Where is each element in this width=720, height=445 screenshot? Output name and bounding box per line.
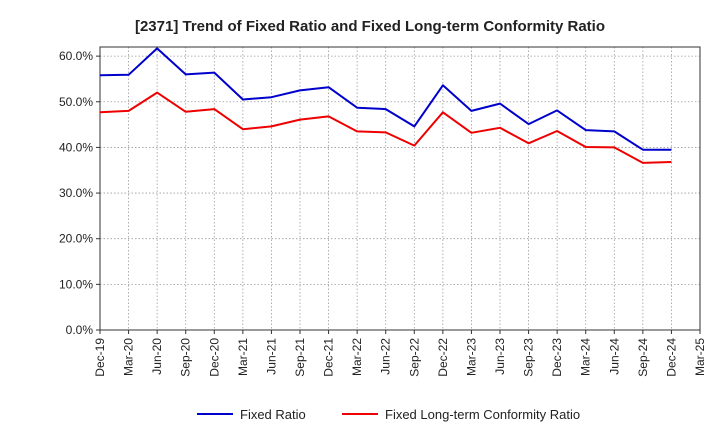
x-tick-label: Jun-23 (493, 338, 507, 375)
series-line-2 (99, 91, 672, 164)
y-tick-label: 60.0% (59, 49, 93, 63)
x-tick-label: Dec-21 (322, 338, 336, 377)
axes: 0.0% 10.0% 20.0% 30.0% 40.0% 50.0% 60.0% Dec-19… (59, 46, 707, 377)
y-tick-label: 0.0% (66, 323, 94, 337)
x-tick-label: Jun-24 (607, 338, 621, 375)
x-tick-label: Jun-20 (150, 338, 164, 375)
y-tick-label: 40.0% (59, 140, 93, 154)
x-tick-label: Dec-24 (664, 338, 678, 377)
x-tick-label: Sep-21 (293, 338, 307, 377)
y-tick-label: 30.0% (59, 186, 93, 200)
x-tick-label: Sep-22 (407, 338, 421, 377)
x-tick-label: Mar-25 (693, 338, 707, 376)
legend: Fixed Ratio Fixed Long-term Conformity Ra… (197, 407, 580, 422)
plot-frame (99, 46, 701, 331)
x-tick-label: Jun-22 (379, 338, 393, 375)
series-line-1 (99, 47, 672, 151)
legend-label: Fixed Ratio (240, 407, 306, 422)
x-tick-label: Sep-24 (636, 338, 650, 377)
y-tick-label: 50.0% (59, 95, 93, 109)
grid (99, 47, 701, 331)
x-tick-label: Jun-21 (264, 338, 278, 375)
x-tick-label: Dec-20 (207, 338, 221, 377)
y-tick-label: 20.0% (59, 232, 93, 246)
chart-title: [2371] Trend of Fixed Ratio and Fixed Lo… (135, 18, 605, 35)
x-tick-label: Sep-23 (522, 338, 536, 377)
x-tick-label: Mar-22 (350, 338, 364, 376)
x-tick-label: Sep-20 (179, 338, 193, 377)
x-tick-label: Dec-23 (550, 338, 564, 377)
x-tick-label: Dec-19 (93, 338, 107, 377)
y-tick-label: 10.0% (59, 277, 93, 291)
x-tick-label: Dec-22 (436, 338, 450, 377)
x-tick-label: Mar-23 (464, 338, 478, 376)
x-tick-label: Mar-21 (236, 338, 250, 376)
series-lines (99, 47, 672, 164)
x-tick-label: Mar-24 (579, 338, 593, 376)
x-tick-label: Mar-20 (122, 338, 136, 376)
legend-label: Fixed Long-term Conformity Ratio (385, 407, 580, 422)
